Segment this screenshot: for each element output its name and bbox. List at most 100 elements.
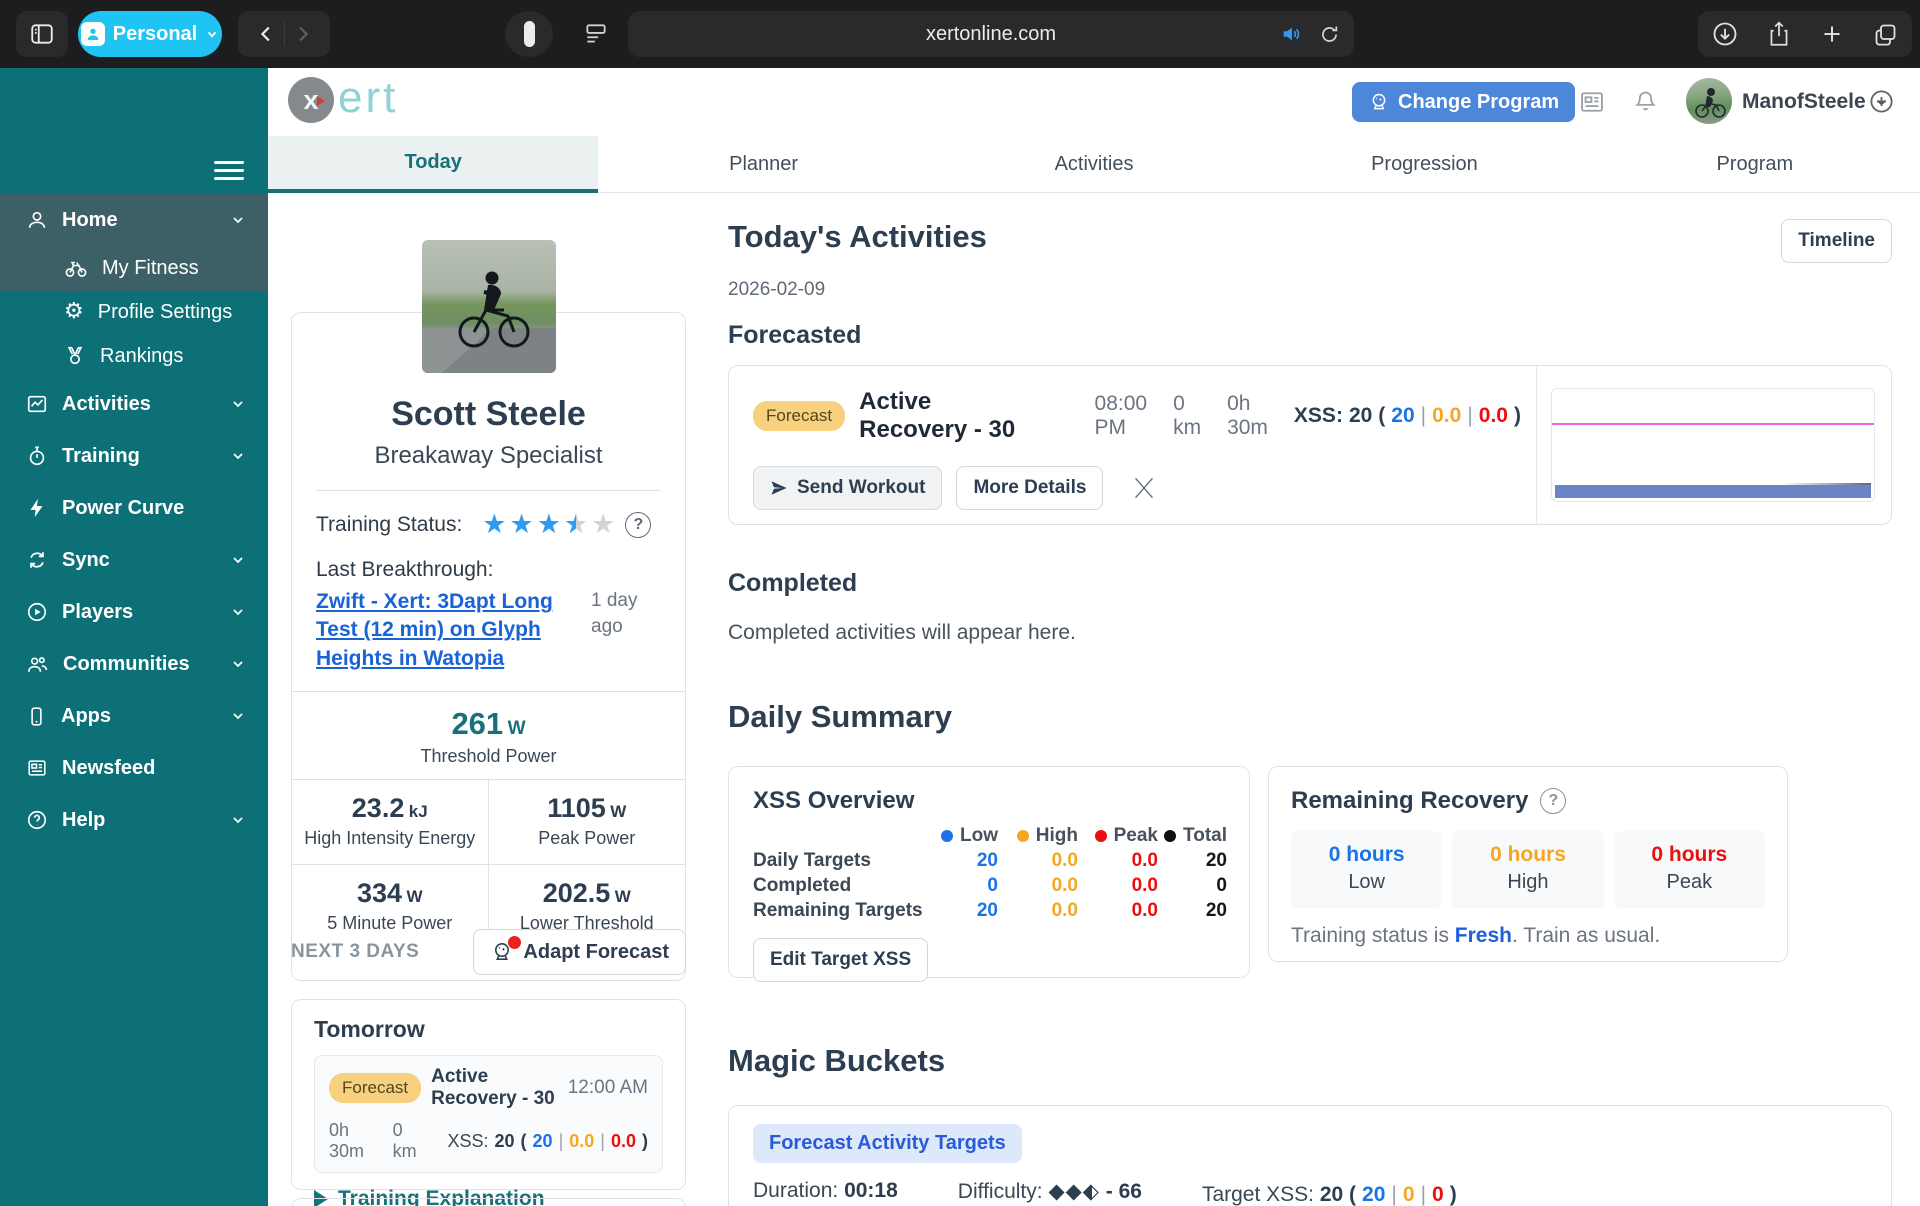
stat-5-minute-power: 334 W 5 Minute Power: [292, 864, 489, 971]
athlete-profile-card: Scott Steele Breakaway Specialist Traini…: [291, 240, 686, 982]
more-details-button[interactable]: More Details: [956, 466, 1104, 510]
chevron-down-icon: [233, 817, 243, 824]
activity-name: Active Recovery - 30: [859, 388, 1016, 443]
address-bar[interactable]: xertonline.com: [628, 11, 1354, 57]
breakthrough-age: 1 day ago: [591, 590, 638, 637]
username-label: ManofSteele: [1742, 90, 1866, 113]
training-explanation-toggle[interactable]: Training Explanation: [314, 1187, 663, 1206]
browser-profile-button[interactable]: Personal: [78, 11, 222, 57]
xert-logo-text: ert: [338, 73, 399, 122]
adapt-forecast-button[interactable]: Adapt Forecast: [473, 929, 686, 975]
menu-collapse-button[interactable]: [214, 156, 244, 185]
plus-circle-icon: [1870, 90, 1893, 113]
workout-power-bar: [1555, 485, 1871, 498]
sidebar-item-label: Profile Settings: [97, 300, 233, 323]
sidebar-item-rankings[interactable]: Rankings: [0, 334, 268, 378]
remaining-targets-peak: 0.0: [1131, 900, 1158, 921]
forecast-badge: Forecast: [753, 401, 846, 431]
activity-time: 12:00 AM: [567, 1077, 648, 1098]
sidebar-item-label: Newsfeed: [62, 756, 156, 779]
remaining-targets-low: 20: [976, 900, 998, 921]
activity-distance: 0 km: [1173, 392, 1202, 439]
sidebar-item-apps[interactable]: Apps: [0, 690, 268, 742]
breakthrough-activity-link[interactable]: Zwift - Xert: 3Dapt Long Test (12 min) o…: [316, 590, 553, 670]
extension-button[interactable]: [505, 11, 553, 57]
add-button[interactable]: [1868, 88, 1895, 115]
sidebar-item-activities[interactable]: Activities: [0, 378, 268, 430]
sidebar-item-my-fitness[interactable]: My Fitness: [0, 246, 268, 290]
change-program-label: Change Program: [1398, 90, 1560, 113]
main-tabs: Today Planner Activities Progression Pro…: [268, 136, 1920, 193]
user-avatar[interactable]: [1686, 78, 1732, 124]
avatar-cyclist-image: [1695, 88, 1726, 118]
audio-speaker-icon[interactable]: [1280, 23, 1302, 45]
send-workout-button[interactable]: Send Workout: [753, 466, 943, 510]
sidebar-item-communities[interactable]: Communities: [0, 638, 268, 690]
threshold-line: [1552, 422, 1874, 425]
legend-low: Low: [928, 825, 998, 847]
completed-low: 0: [987, 875, 998, 896]
daily-targets-high: 0.0: [1051, 850, 1078, 871]
tab-program[interactable]: Program: [1589, 136, 1920, 193]
browser-toolbar: Personal xertonline.com: [0, 0, 1920, 68]
sidebar-item-help[interactable]: Help: [0, 794, 268, 846]
newspaper-icon: [28, 760, 46, 776]
completed-heading: Completed: [728, 569, 858, 597]
forward-icon[interactable]: [291, 23, 313, 45]
athlete-photo: [421, 240, 556, 373]
row-label: Remaining Targets: [753, 900, 923, 921]
tomorrow-card: Tomorrow Forecast Active Recovery - 30 1…: [291, 999, 686, 1206]
browser-action-buttons: [1698, 11, 1912, 57]
reader-button[interactable]: [576, 11, 616, 57]
tab-activities[interactable]: Activities: [928, 136, 1260, 193]
training-status-help-icon[interactable]: ?: [625, 511, 652, 538]
sidebar-item-power-curve[interactable]: Power Curve: [0, 482, 268, 534]
recovery-box-peak: 0 hours Peak: [1613, 831, 1765, 908]
daily-targets-peak: 0.0: [1131, 850, 1158, 871]
status-fresh: Fresh: [1454, 924, 1512, 947]
sidebar-item-label: Training: [62, 444, 140, 467]
reader-icon: [586, 24, 606, 43]
change-program-button[interactable]: Change Program: [1352, 82, 1576, 122]
downloads-icon[interactable]: [1711, 20, 1739, 48]
recovery-help-icon[interactable]: ?: [1540, 788, 1567, 814]
bell-icon: [1635, 91, 1656, 111]
completed-empty-text: Completed activities will appear here.: [728, 621, 1076, 644]
sidebar-item-label: Apps: [61, 704, 111, 727]
sidebar-item-sync[interactable]: Sync: [0, 534, 268, 586]
sidebar-item-players[interactable]: Players: [0, 586, 268, 638]
tab-progression[interactable]: Progression: [1259, 136, 1590, 193]
reload-icon[interactable]: [1319, 24, 1340, 45]
tab-today[interactable]: Today: [268, 136, 599, 193]
xert-logo[interactable]: x ert: [288, 73, 399, 123]
stat-high-intensity-energy: 23.2 kJ High Intensity Energy: [292, 780, 489, 865]
new-tab-icon[interactable]: [1819, 21, 1845, 47]
dismiss-activity-button[interactable]: [1129, 471, 1159, 505]
sidebar-item-training[interactable]: Training: [0, 430, 268, 482]
row-label: Completed: [753, 875, 852, 896]
tab-overview-icon[interactable]: [1872, 21, 1899, 48]
activity-xss: XSS: 20(20 | 0.0 | 0.0): [1293, 404, 1521, 427]
sidebar-item-profile-settings[interactable]: ⚙ Profile Settings: [0, 290, 268, 334]
user-menu[interactable]: ManofSteele: [1742, 90, 1889, 114]
timeline-button[interactable]: Timeline: [1781, 219, 1892, 263]
row-label: Daily Targets: [753, 850, 871, 871]
sidebar-item-home[interactable]: Home: [0, 194, 268, 246]
share-icon[interactable]: [1766, 20, 1792, 48]
tomorrow-activity[interactable]: Forecast Active Recovery - 30 12:00 AM 0…: [314, 1055, 663, 1173]
tab-planner[interactable]: Planner: [598, 136, 929, 193]
play-circle-icon: [27, 602, 47, 622]
library-button[interactable]: [1578, 88, 1606, 116]
edit-target-xss-button[interactable]: Edit Target XSS: [753, 938, 929, 982]
daily-summary-heading: Daily Summary: [728, 699, 952, 734]
total-dot-icon: [1164, 830, 1177, 842]
activity-name: Active Recovery - 30: [431, 1066, 555, 1109]
back-icon[interactable]: [256, 23, 278, 45]
notifications-button[interactable]: [1632, 88, 1659, 115]
target-xss-breakdown: (20 | 0 | 0): [1349, 1183, 1457, 1206]
profile-label: Personal: [112, 22, 198, 45]
next-3-days-label: NEXT 3 DAYS: [291, 941, 420, 962]
sidebar-toggle-button[interactable]: [16, 11, 68, 57]
sidebar-item-newsfeed[interactable]: Newsfeed: [0, 742, 268, 794]
xert-app: Home My Fitness ⚙ Profile Settings Ranki…: [0, 68, 1920, 1206]
